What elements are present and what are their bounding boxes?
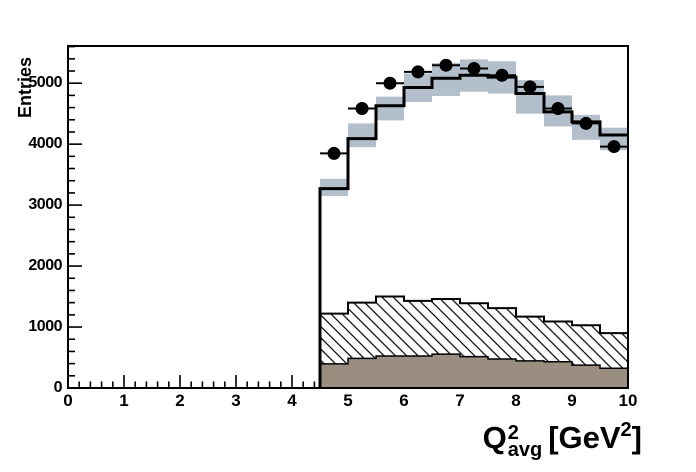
plot-frame	[67, 45, 629, 389]
y-tick-label: 5000	[28, 74, 62, 92]
x-axis-title: Q 2 avg [GeV2]	[482, 414, 642, 461]
x-tick-label: 2	[175, 391, 185, 410]
y-tick-label: 4000	[28, 135, 62, 153]
y-axis-title: Entries	[15, 56, 35, 118]
data-points	[320, 58, 628, 160]
x-title-unit: [GeV2]	[548, 419, 642, 455]
y-tick-label: 3000	[28, 196, 62, 214]
x-tick-label: 10	[618, 391, 638, 410]
x-tick-label: 0	[63, 391, 73, 410]
x-tick-label: 1	[119, 391, 129, 410]
y-tick-label: 2000	[28, 257, 62, 275]
x-title-base: Q	[482, 420, 507, 455]
x-tick-label: 3	[231, 391, 241, 410]
x-tick-label: 9	[567, 391, 577, 410]
y-tick-label: 1000	[28, 318, 62, 336]
x-title-supsub: 2 avg	[507, 422, 543, 461]
x-tick-label: 4	[287, 391, 297, 410]
x-tick-label: 6	[399, 391, 409, 410]
x-tick-label: 7	[455, 391, 465, 410]
x-tick-label: 8	[511, 391, 521, 410]
solid-background-histogram	[319, 353, 629, 389]
mc-total-line	[318, 73, 628, 388]
y-tick-label: 0	[53, 379, 63, 396]
x-tick-label: 5	[343, 391, 353, 410]
